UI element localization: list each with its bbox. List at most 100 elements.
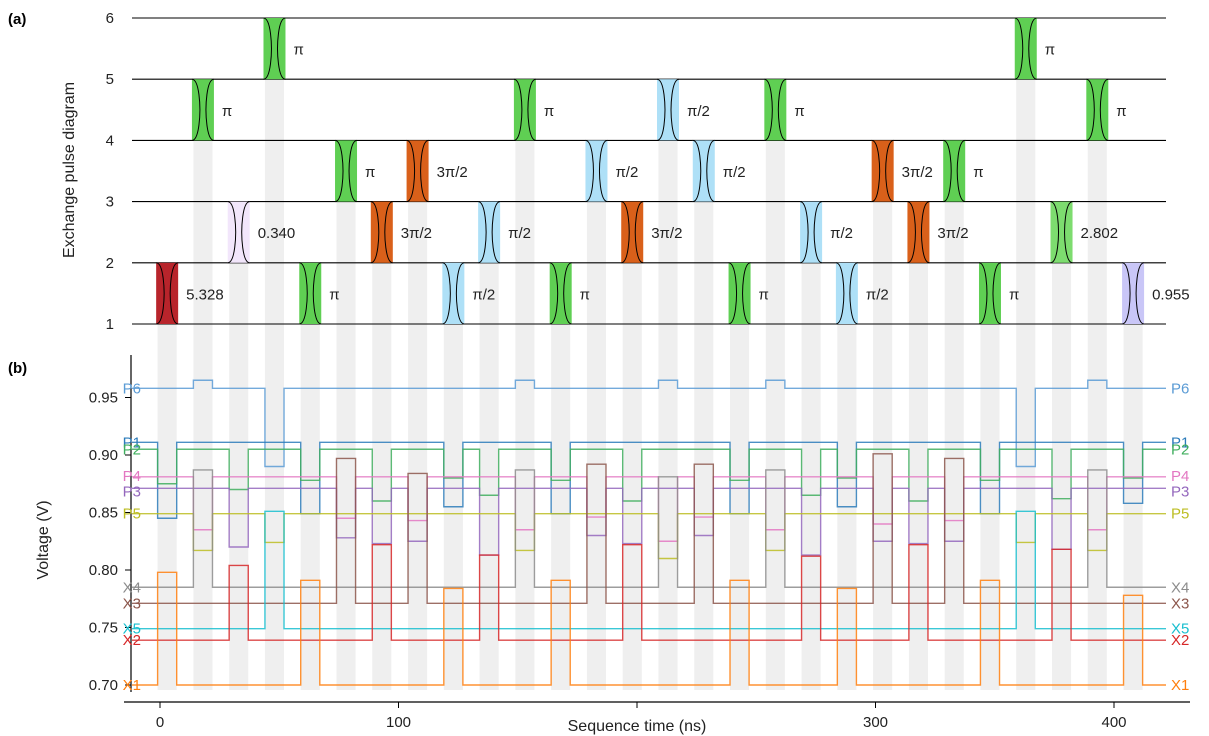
pulse-box (513, 79, 536, 141)
exchange-pulse: π (978, 262, 1019, 325)
pulse-curve-right (813, 201, 823, 264)
exchange-pulse: π (764, 78, 805, 141)
trace-label-left: X4 (123, 579, 141, 596)
trace-x1 (132, 571, 1166, 686)
pulse-angle-label: π/2 (615, 164, 638, 181)
panel-a-label: (a) (8, 11, 26, 28)
pulse-band-5 (336, 262, 356, 690)
pulse-angle-label: π (544, 103, 554, 120)
pulse-box (907, 201, 930, 263)
y-tick-label: 0.95 (89, 390, 118, 407)
pulse-angle-label: 2.802 (1081, 225, 1119, 242)
pulse-curve-left (1121, 262, 1131, 325)
exchange-pulse: 3π/2 (621, 201, 682, 264)
pulse-band-18 (801, 262, 821, 690)
exchange-pulse: π/2 (835, 262, 889, 325)
pulse-box (406, 140, 429, 202)
trace-x4 (132, 469, 1166, 588)
pulse-curve-left (835, 262, 845, 325)
pulse-box (835, 262, 858, 324)
pulse-curve-right (634, 201, 644, 264)
pulse-angle-label: π (759, 286, 769, 303)
pulse-curve-left (299, 262, 308, 325)
pulse-band-22 (944, 262, 964, 690)
pulse-curve-left (764, 78, 773, 141)
pulse-curve-left (799, 201, 809, 264)
pulse-box (1122, 262, 1145, 324)
pulse-angle-label: π/2 (723, 164, 746, 181)
exchange-pulse: π (299, 262, 340, 325)
qubit-tick-label: 3 (106, 194, 114, 211)
x-tick-label: 400 (1101, 714, 1126, 731)
pulse-curve-right (670, 78, 680, 141)
pulse-curve-right (276, 17, 286, 80)
pulse-angle-label: π (329, 286, 339, 303)
pulse-curve-right (1099, 78, 1109, 141)
pulse-angle-label: 3π/2 (902, 164, 933, 181)
pulse-curve-right (205, 78, 215, 141)
pulse-curve-right (527, 78, 537, 141)
pulse-angle-label: π (580, 286, 590, 303)
pulse-curve-right (992, 262, 1002, 325)
trace-label-right: P6 (1171, 380, 1189, 397)
trace-x3 (132, 453, 1166, 605)
pulse-band-23 (980, 262, 1000, 690)
qubit-tick-label: 4 (106, 132, 114, 149)
exchange-pulse: 2.802 (1050, 201, 1119, 264)
voltage-traces (132, 379, 1166, 686)
x-tick-label: 100 (386, 714, 411, 731)
exchange-pulse: π (263, 17, 304, 80)
pulse-band-27 (1123, 262, 1143, 690)
pulse-curve-right (1135, 262, 1145, 325)
pulse-angle-label: 3π/2 (401, 225, 432, 242)
panel-b-label: (b) (8, 360, 27, 377)
pulse-curve-right (920, 201, 930, 264)
pulse-curve-left (907, 201, 916, 264)
panel-a-pulse-diagram: (a) Exchange pulse diagram 1 2 3 4 5 6 5.328 0… (8, 10, 1190, 333)
pulse-curve-right (849, 262, 859, 325)
y-tick-label: 0.90 (89, 447, 118, 464)
pulse-angle-label: 3π/2 (937, 225, 968, 242)
trace-label-left: X1 (123, 677, 141, 694)
pulse-box (871, 140, 894, 202)
pulse-curve-left (155, 262, 165, 325)
pulse-curve-left (728, 262, 738, 325)
pulse-band-21 (908, 262, 928, 690)
trace-label-right: X5 (1171, 621, 1189, 638)
exchange-pulse: π (549, 262, 590, 325)
pulse-angle-label: π (973, 164, 983, 181)
trace-x5 (132, 510, 1166, 630)
pulse-curve-left (513, 78, 523, 141)
panel-b-voltage-plot: (b) Voltage (V) Sequence time (ns) 0.700… (8, 355, 1190, 735)
pulse-band-15 (694, 262, 714, 690)
exchange-pulse: π/2 (585, 139, 638, 203)
exchange-pulse: π (513, 78, 554, 141)
pulse-box (335, 140, 358, 202)
pulse-curve-left (227, 201, 237, 264)
pulse-curve-right (491, 201, 501, 264)
pulse-angle-label: π (794, 103, 804, 120)
trace-label-left: P5 (123, 506, 141, 523)
pulse-box (585, 140, 608, 202)
exchange-pulse: 3π/2 (907, 201, 969, 264)
pulse-angle-label: π (365, 164, 375, 181)
trace-label-right: X3 (1171, 595, 1189, 612)
pulse-box (370, 201, 393, 263)
exchange-pulse: 3π/2 (370, 201, 432, 264)
pulse-angle-label: π (1009, 286, 1019, 303)
pulse-band-6 (372, 262, 392, 690)
pulse-band-1 (193, 262, 213, 690)
trace-label-right: X4 (1171, 579, 1189, 596)
pulse-band-26 (1087, 262, 1107, 690)
pulse-angle-label: 3π/2 (651, 225, 682, 242)
pulse-curve-left (406, 139, 416, 203)
pulse-band-20 (873, 262, 893, 690)
pulse-band-19 (837, 262, 857, 690)
pulse-angle-label: π/2 (830, 225, 853, 242)
exchange-pulse: π/2 (799, 201, 853, 264)
exchange-pulse: π (1086, 78, 1127, 141)
trace-label-left: P3 (123, 483, 141, 500)
trace-label-left: X2 (123, 632, 141, 649)
pulse-curve-right (742, 262, 751, 325)
